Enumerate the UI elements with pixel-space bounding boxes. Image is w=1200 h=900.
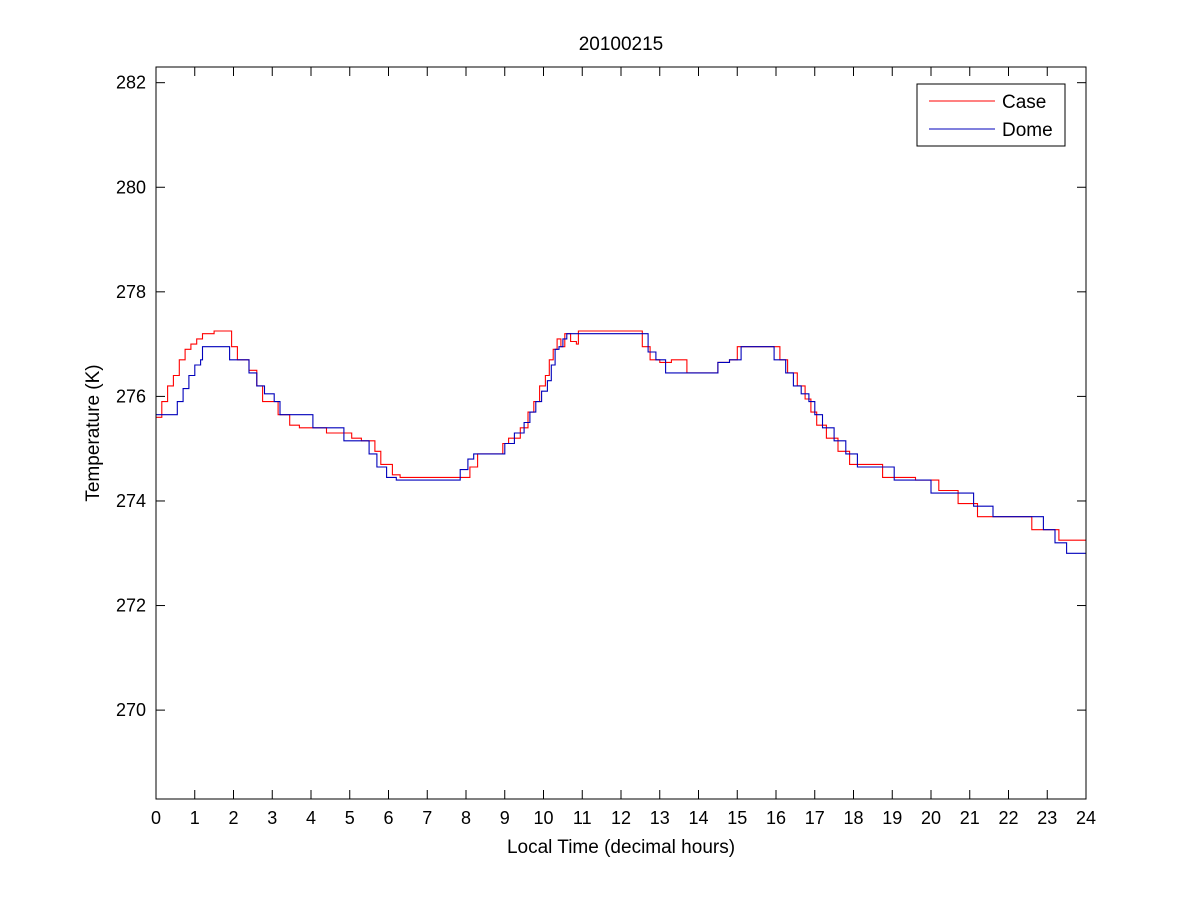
x-tick-label: 20 (921, 808, 941, 828)
x-tick-label: 0 (151, 808, 161, 828)
y-tick-label: 278 (116, 282, 146, 302)
x-tick-label: 1 (190, 808, 200, 828)
x-tick-label: 23 (1037, 808, 1057, 828)
legend-label-dome: Dome (1002, 120, 1053, 141)
y-tick-label: 282 (116, 73, 146, 93)
x-tick-label: 5 (345, 808, 355, 828)
series-lines (156, 330, 1086, 554)
x-tick-label: 12 (611, 808, 631, 828)
x-tick-label: 8 (461, 808, 471, 828)
x-tick-label: 10 (533, 808, 553, 828)
x-tick-label: 22 (998, 808, 1018, 828)
x-tick-label: 19 (882, 808, 902, 828)
y-tick-label: 274 (116, 491, 146, 511)
x-tick-label: 3 (267, 808, 277, 828)
chart-title: 20100215 (579, 34, 664, 55)
x-tick-label: 2 (228, 808, 238, 828)
x-tick-label: 21 (960, 808, 980, 828)
legend: Case Dome (916, 83, 1066, 147)
x-tick-label: 24 (1076, 808, 1096, 828)
plot-area (156, 67, 1086, 799)
x-tick-label: 14 (688, 808, 708, 828)
x-tick-label: 18 (843, 808, 863, 828)
x-tick-label: 7 (422, 808, 432, 828)
y-tick-label: 272 (116, 596, 146, 616)
x-tick-label: 17 (805, 808, 825, 828)
x-tick-label: 4 (306, 808, 316, 828)
x-tick-label: 13 (650, 808, 670, 828)
x-tick-label: 9 (500, 808, 510, 828)
y-axis-ticks: 270 272 274 276 278 280 282 (116, 73, 1086, 720)
y-tick-label: 270 (116, 700, 146, 720)
x-tick-label: 6 (383, 808, 393, 828)
x-axis-label: Local Time (decimal hours) (507, 837, 735, 858)
x-tick-label: 16 (766, 808, 786, 828)
x-tick-label: 15 (727, 808, 747, 828)
x-axis-ticks: 0 1 2 3 4 5 6 7 8 9 10 11 12 13 14 15 16 17 18 19 20 21 22 23 24 (151, 67, 1096, 828)
y-axis-label: Temperature (K) (83, 364, 104, 501)
series-line-dome (156, 333, 1086, 554)
y-tick-label: 276 (116, 386, 146, 406)
plot-border (155, 66, 1087, 800)
y-tick-label: 280 (116, 177, 146, 197)
legend-label-case: Case (1002, 92, 1046, 113)
x-tick-label: 11 (573, 808, 592, 828)
legend-box (916, 83, 1066, 147)
